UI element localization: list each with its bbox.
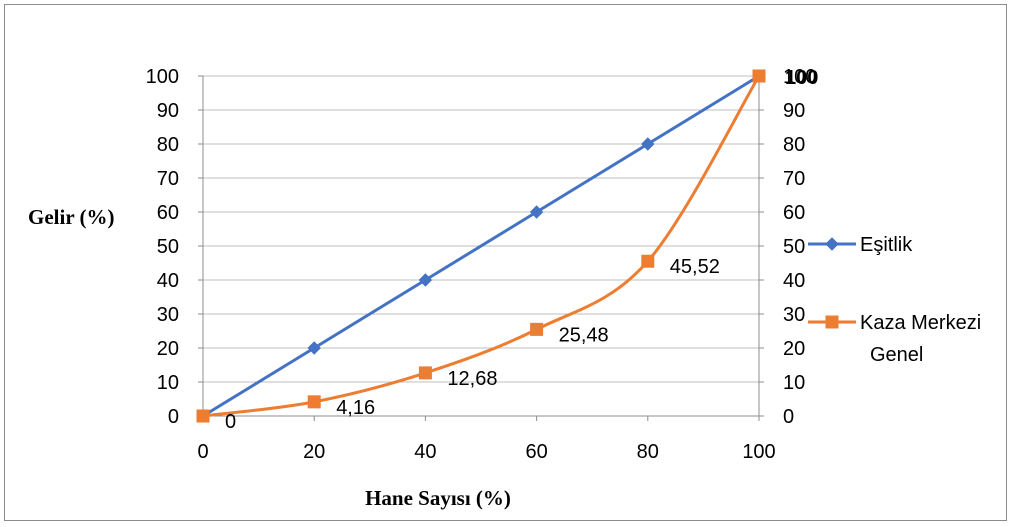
y-tick-label-right: 10 bbox=[783, 372, 805, 394]
y-tick-label-right: 30 bbox=[783, 304, 805, 326]
y-tick-label-right: 20 bbox=[783, 338, 805, 360]
data-label: 12,68 bbox=[447, 368, 497, 390]
y-tick-label-right: 40 bbox=[783, 270, 805, 292]
data-label: 0 bbox=[225, 411, 236, 433]
y-tick-label-right: 70 bbox=[783, 168, 805, 190]
x-tick-label: 0 bbox=[197, 441, 208, 463]
y-tick-label-left: 20 bbox=[157, 338, 179, 360]
data-point bbox=[531, 323, 543, 335]
y-tick-label-left: 40 bbox=[157, 270, 179, 292]
legend-marker bbox=[826, 238, 838, 250]
legend-label: Kaza Merkezi bbox=[860, 312, 981, 334]
x-axis-ticks: 0 20 40 60 80 100 bbox=[197, 441, 775, 463]
y-tick-label-left: 90 bbox=[157, 100, 179, 122]
legend-item: Kaza Merkezi Genel bbox=[808, 312, 981, 366]
legend-label: Genel bbox=[870, 344, 923, 366]
x-tick-label: 40 bbox=[414, 441, 436, 463]
x-tick-label: 60 bbox=[525, 441, 547, 463]
y-tick-label-left: 10 bbox=[157, 372, 179, 394]
y-tick-label-right: 80 bbox=[783, 134, 805, 156]
data-label: 25,48 bbox=[559, 324, 609, 346]
data-point bbox=[753, 70, 765, 82]
y-tick-label-right: 0 bbox=[783, 406, 794, 428]
data-point bbox=[642, 255, 654, 267]
gridlines bbox=[203, 76, 759, 382]
data-point bbox=[197, 410, 209, 422]
y-axis-right-ticks: 0 10 20 30 40 50 60 70 80 90 100 bbox=[783, 66, 816, 428]
x-tick-label: 20 bbox=[303, 441, 325, 463]
y-axis-left-ticks: 0 10 20 30 40 50 60 70 80 90 100 bbox=[146, 66, 179, 428]
y-tick-label-left: 30 bbox=[157, 304, 179, 326]
legend: Eşitlik Kaza Merkezi Genel bbox=[808, 234, 981, 366]
legend-marker bbox=[826, 316, 838, 328]
y-axis-title: Gelir (%) bbox=[28, 205, 115, 229]
legend-label: Eşitlik bbox=[860, 234, 913, 256]
data-label: 45,52 bbox=[670, 256, 720, 278]
y-tick-label-right: 60 bbox=[783, 202, 805, 224]
x-tick-label: 100 bbox=[742, 441, 775, 463]
x-axis-title: Hane Sayısı (%) bbox=[365, 486, 511, 510]
y-tick-label-left: 70 bbox=[157, 168, 179, 190]
y-tick-label-left: 0 bbox=[168, 406, 179, 428]
data-label: 4,16 bbox=[336, 397, 375, 419]
data-label: 100 bbox=[785, 67, 818, 89]
y-tick-label-right: 90 bbox=[783, 100, 805, 122]
y-tick-label-left: 80 bbox=[157, 134, 179, 156]
x-tick-label: 80 bbox=[637, 441, 659, 463]
y-tick-label-right: 50 bbox=[783, 236, 805, 258]
data-point bbox=[419, 367, 431, 379]
data-point bbox=[308, 396, 320, 408]
y-tick-label-left: 100 bbox=[146, 66, 179, 88]
y-tick-label-left: 50 bbox=[157, 236, 179, 258]
legend-item: Eşitlik bbox=[808, 234, 913, 256]
y-tick-label-left: 60 bbox=[157, 202, 179, 224]
